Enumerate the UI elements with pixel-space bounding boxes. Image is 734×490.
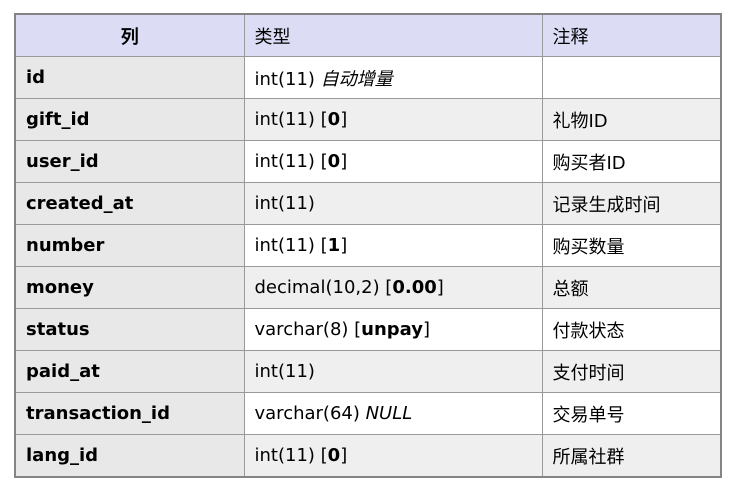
column-name: number	[14, 224, 245, 267]
table-row: created_at int(11) 记录生成时间	[14, 182, 722, 225]
table-row: gift_id int(11) [0] 礼物ID	[14, 98, 722, 141]
column-type: varchar(64) NULL	[243, 392, 543, 435]
table-row: lang_id int(11) [0] 所属社群	[14, 434, 722, 478]
column-comment: 购买数量	[541, 224, 722, 267]
column-type: decimal(10,2) [0.00]	[243, 266, 543, 309]
column-name: created_at	[14, 182, 245, 225]
column-name: id	[14, 56, 245, 99]
column-type: int(11)	[243, 350, 543, 393]
column-type: int(11)	[243, 182, 543, 225]
column-name: gift_id	[14, 98, 245, 141]
column-comment: 记录生成时间	[541, 182, 722, 225]
column-type: int(11) [1]	[243, 224, 543, 267]
table-row: id int(11) 自动增量	[14, 56, 722, 99]
column-type: varchar(8) [unpay]	[243, 308, 543, 351]
column-name: status	[14, 308, 245, 351]
column-comment: 交易单号	[541, 392, 722, 435]
column-name: money	[14, 266, 245, 309]
header-row: 列 类型 注释	[14, 13, 722, 57]
column-type: int(11) 自动增量	[243, 56, 543, 99]
column-name: transaction_id	[14, 392, 245, 435]
column-comment: 支付时间	[541, 350, 722, 393]
table-row: user_id int(11) [0] 购买者ID	[14, 140, 722, 183]
table-row: transaction_id varchar(64) NULL 交易单号	[14, 392, 722, 435]
column-name: lang_id	[14, 434, 245, 478]
column-name: paid_at	[14, 350, 245, 393]
column-type: int(11) [0]	[243, 140, 543, 183]
column-comment: 总额	[541, 266, 722, 309]
column-comment	[541, 56, 722, 99]
column-comment: 购买者ID	[541, 140, 722, 183]
column-comment: 礼物ID	[541, 98, 722, 141]
header-column-type: 类型	[243, 13, 543, 57]
table-row: paid_at int(11) 支付时间	[14, 350, 722, 393]
column-type: int(11) [0]	[243, 98, 543, 141]
table-row: number int(11) [1] 购买数量	[14, 224, 722, 267]
structure-table: 列 类型 注释 id int(11) 自动增量 gift_id int(11) …	[14, 13, 722, 478]
column-comment: 所属社群	[541, 434, 722, 478]
header-column-name: 列	[14, 13, 245, 57]
column-comment: 付款状态	[541, 308, 722, 351]
table-header: 列 类型 注释	[14, 13, 722, 57]
column-name: user_id	[14, 140, 245, 183]
column-type: int(11) [0]	[243, 434, 543, 478]
header-column-comment: 注释	[541, 13, 722, 57]
table-row: status varchar(8) [unpay] 付款状态	[14, 308, 722, 351]
table-row: money decimal(10,2) [0.00] 总额	[14, 266, 722, 309]
table-body: id int(11) 自动增量 gift_id int(11) [0] 礼物ID…	[14, 56, 722, 478]
